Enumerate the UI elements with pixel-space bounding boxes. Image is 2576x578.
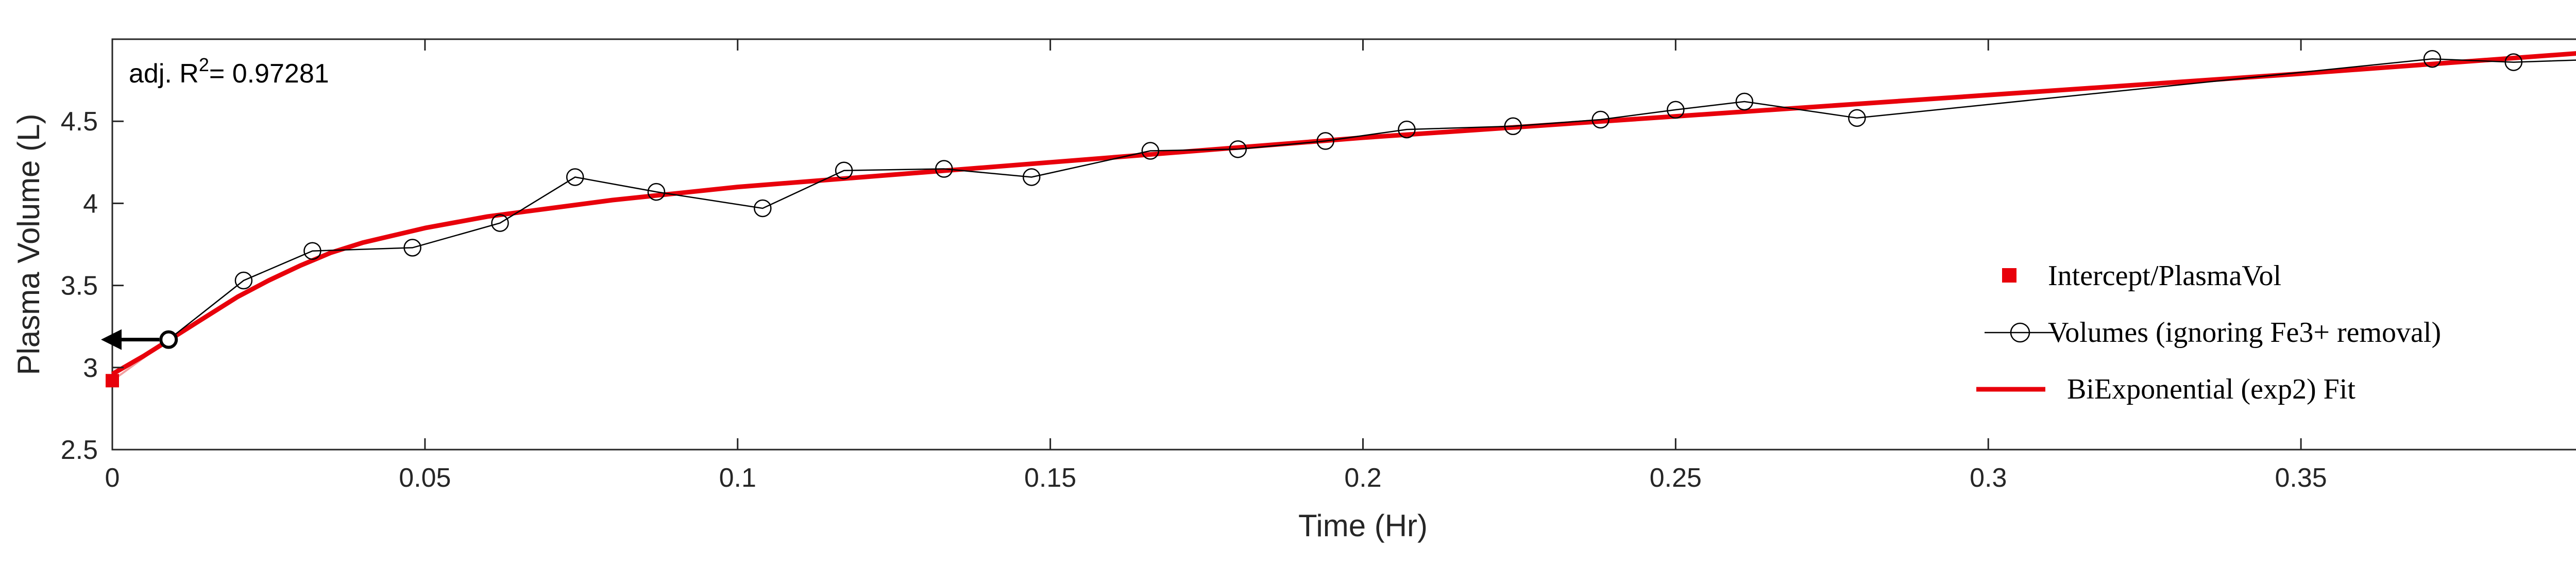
- volume-point: [1504, 117, 1522, 136]
- legend-intercept: Intercept/PlasmaVol: [2002, 260, 2281, 292]
- x-tick-label: 0.3: [1970, 463, 2007, 493]
- legend-fit: BiExponential (exp2) Fit: [1976, 373, 2355, 405]
- legend-label: Volumes (ignoring Fe3+ removal): [2048, 317, 2441, 349]
- volume-point: [1229, 140, 1247, 158]
- volume-point: [835, 161, 853, 179]
- x-tick-label: 0.15: [1024, 463, 1076, 493]
- volume-point: [303, 242, 321, 260]
- volume-point: [2423, 49, 2442, 68]
- r-squared-superscript: 2: [199, 54, 209, 75]
- ticks: 00.050.10.150.20.250.30.350.42.533.544.5: [61, 39, 2327, 493]
- legend-label: Intercept/PlasmaVol: [2048, 260, 2281, 292]
- volume-point: [491, 214, 509, 232]
- legend-square-marker: [2002, 268, 2016, 283]
- legend-volumes: Volumes (ignoring Fe3+ removal): [1985, 317, 2441, 349]
- first-point-highlight: [159, 330, 178, 349]
- volume-point: [403, 239, 421, 257]
- x-tick-label: 0: [105, 463, 120, 493]
- y-tick-label: 4.5: [61, 107, 98, 137]
- volume-point: [1022, 168, 1041, 186]
- volume-point: [1398, 120, 1416, 139]
- intercept-marker: [106, 374, 119, 388]
- volume-point: [1141, 142, 1160, 160]
- y-tick-label: 2.5: [61, 435, 98, 465]
- volume-point: [1591, 110, 1609, 129]
- x-tick-label: 0.35: [2275, 463, 2327, 493]
- volumes-line: [168, 58, 2576, 340]
- volume-point: [647, 183, 666, 201]
- volume-point: [754, 199, 772, 218]
- legend-circle-marker: [2010, 322, 2030, 343]
- r-squared-value: = 0.97281: [209, 59, 329, 89]
- volume-point: [2504, 53, 2523, 71]
- y-tick-label: 3.5: [61, 271, 98, 301]
- y-tick-label: 4: [83, 189, 98, 219]
- arrow-head: [101, 329, 122, 350]
- x-tick-label: 0.25: [1650, 463, 1702, 493]
- volume-point: [1316, 132, 1334, 150]
- r-squared-annotation: adj. R2= 0.97281: [129, 54, 329, 89]
- y-tick-label: 3: [83, 353, 98, 383]
- volume-point: [935, 160, 953, 178]
- x-tick-label: 0.05: [399, 463, 451, 493]
- r-squared-prefix: adj. R: [129, 59, 199, 89]
- volume-point: [1735, 92, 1754, 111]
- x-tick-label: 0.1: [719, 463, 756, 493]
- x-tick-label: 0.2: [1344, 463, 1381, 493]
- volume-point: [566, 168, 584, 186]
- volume-point: [234, 271, 253, 290]
- legend: Intercept/PlasmaVol Volumes (ignoring Fe3…: [1976, 260, 2441, 405]
- fit-line: [111, 51, 2576, 376]
- y-axis-label: Plasma Volume (L): [11, 114, 46, 375]
- legend-label: BiExponential (exp2) Fit: [2067, 373, 2355, 405]
- plot-area: [101, 49, 2576, 388]
- x-axis-label: Time (Hr): [1298, 508, 1428, 543]
- volume-point: [1848, 109, 1866, 127]
- volume-point: [1667, 101, 1685, 119]
